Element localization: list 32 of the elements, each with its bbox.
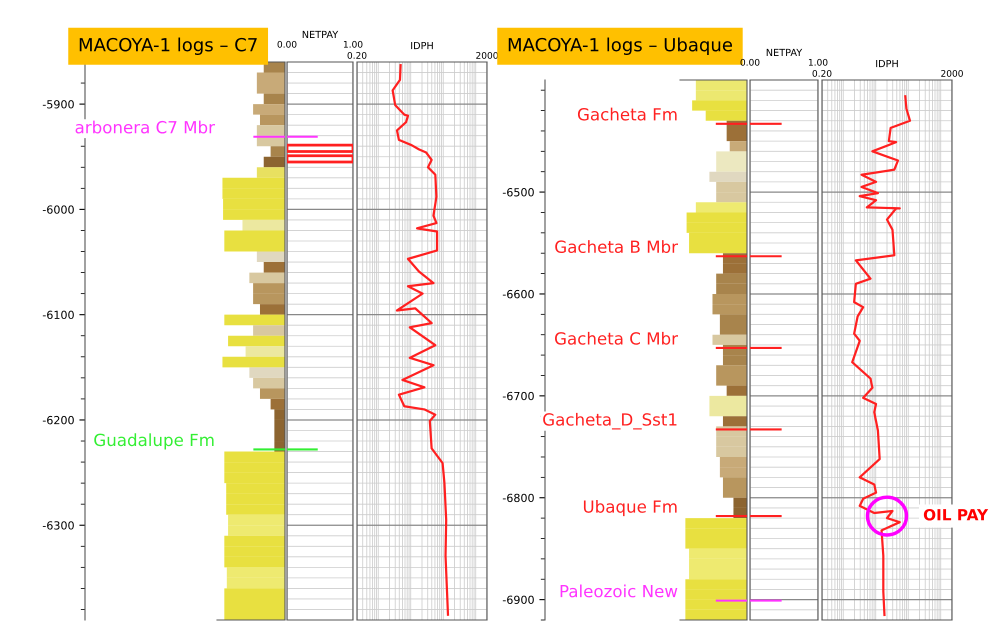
x-tick-label: 0.00 (278, 40, 296, 48)
ref-line-label: arbonera C7 Mbr (76, 120, 215, 134)
ref-line-label: Guadalupe Fm (94, 433, 214, 450)
y-tick-label: -6500 (502, 188, 534, 196)
y-tick-label: -6000 (42, 205, 74, 214)
x-axis-title: IDPH (411, 42, 433, 50)
ref-line-label: Paleozoic New (560, 584, 678, 598)
ref-line-label: Gacheta C Mbr (555, 332, 678, 345)
chart-title: MACOYA-1 logs – C7 (80, 38, 257, 55)
y-tick-label: -6300 (42, 521, 74, 530)
y-tick-label: -6800 (502, 494, 534, 502)
x-axis-title: IDPH (876, 60, 898, 68)
x-tick-label: 0.20 (812, 70, 832, 77)
ref-line-label: Gacheta B Mbr (555, 240, 678, 254)
x-tick-label: 1.00 (808, 58, 828, 66)
y-tick-label: -6200 (42, 416, 74, 424)
y-tick-label: -6700 (502, 392, 534, 400)
y-tick-label: -6900 (502, 596, 534, 604)
ref-line-label: Gacheta_D_Sst1 (543, 412, 676, 430)
y-tick-label: -6100 (42, 310, 74, 320)
y-tick-label: -5900 (42, 100, 74, 108)
x-axis-title: NETPAY (302, 30, 338, 38)
y-tick-label: -6600 (502, 290, 534, 298)
ref-line-label: Ubaque Fm (584, 500, 677, 516)
chart-title: MACOYA-1 logs – Ubaque (508, 38, 732, 55)
x-tick-label: 1.00 (344, 40, 362, 48)
x-tick-label: 0.20 (348, 52, 366, 59)
annotation: OIL PAY (924, 508, 988, 521)
x-axis-title: NETPAY (766, 48, 802, 56)
x-tick-label: 2000 (941, 70, 963, 77)
ref-line-label: Gacheta Fm (578, 108, 677, 121)
x-tick-label: 2000 (476, 52, 498, 59)
